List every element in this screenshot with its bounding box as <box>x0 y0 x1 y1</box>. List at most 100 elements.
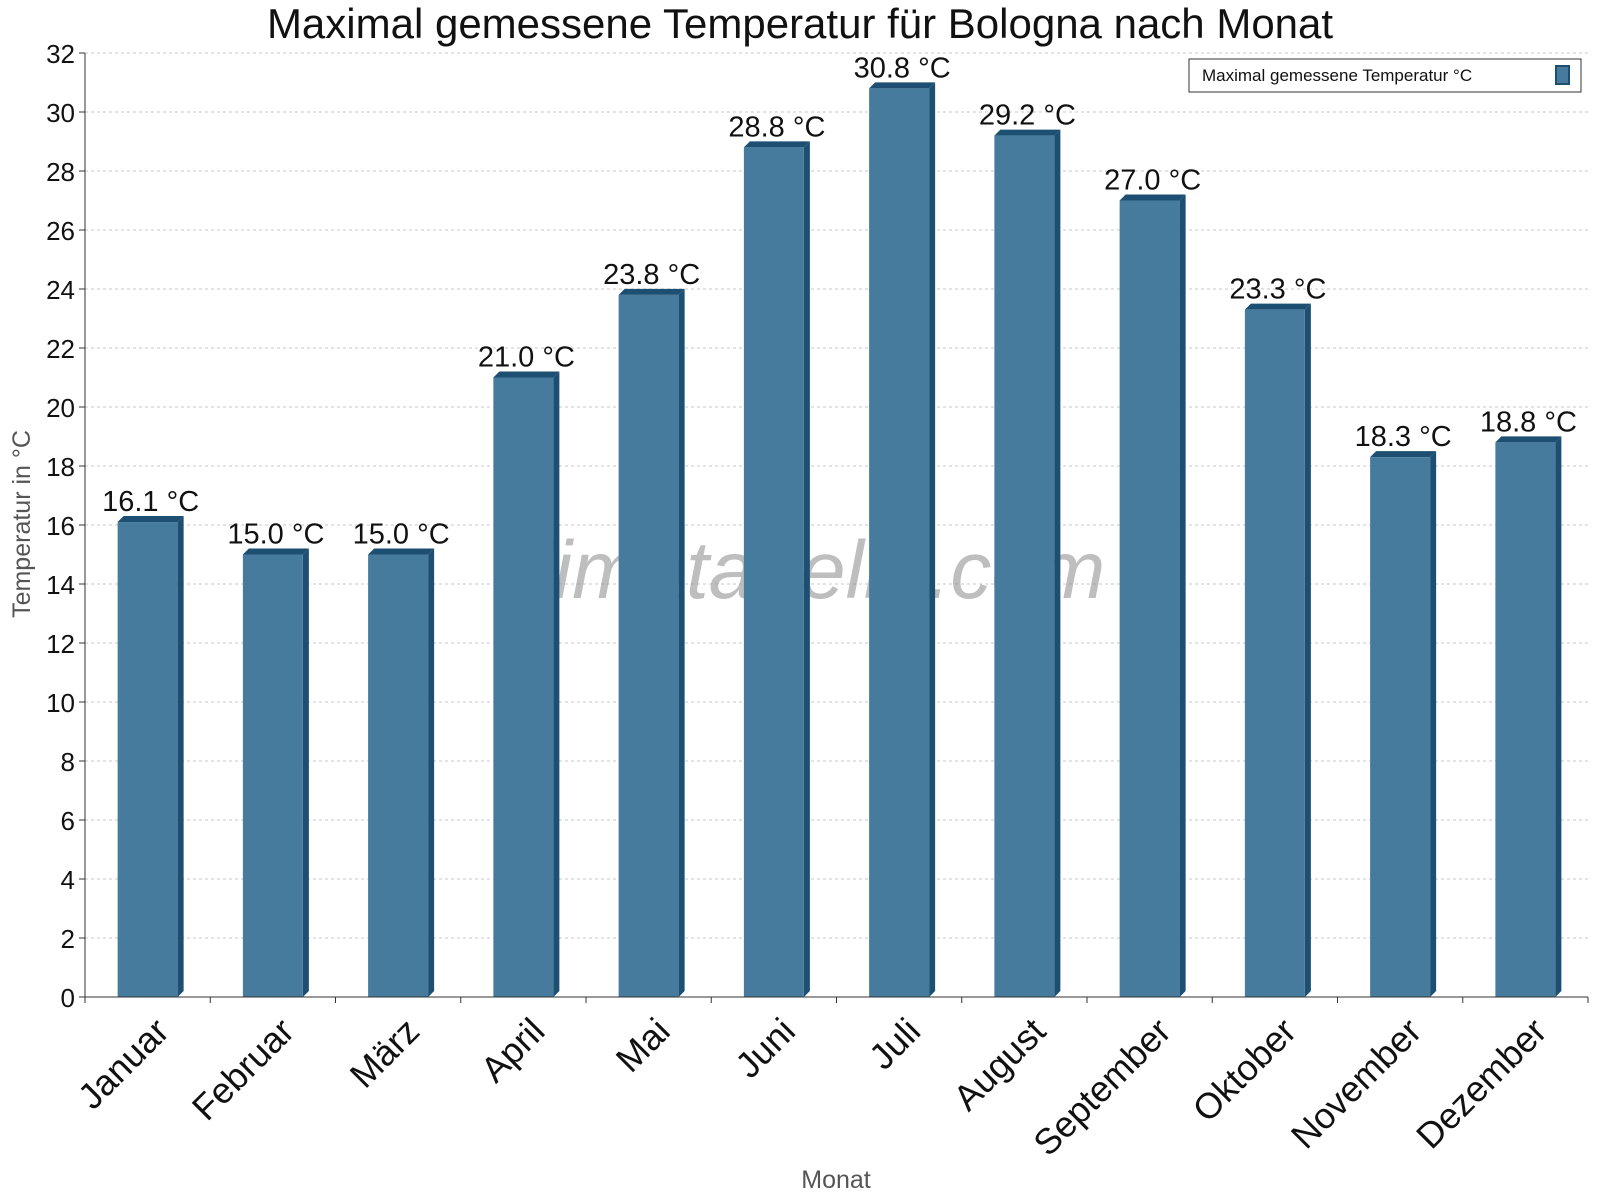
bar-side <box>428 548 435 997</box>
x-tick-label: September <box>1025 1010 1179 1164</box>
data-label: 23.8 °C <box>603 259 700 291</box>
bar-top <box>368 548 435 555</box>
bar-front <box>994 135 1055 998</box>
y-tick-label: 10 <box>46 688 75 718</box>
data-label: 28.8 °C <box>728 111 825 143</box>
bar-front <box>618 294 679 997</box>
bar-top <box>743 141 810 148</box>
bar-april <box>493 371 560 997</box>
bar-juli <box>869 82 936 997</box>
x-tick-label: August <box>945 1010 1053 1118</box>
legend-label: Maximal gemessene Temperatur °C <box>1202 66 1472 85</box>
data-label: 18.3 °C <box>1355 421 1452 453</box>
bar-front <box>1119 200 1180 997</box>
data-label: 27.0 °C <box>1104 165 1201 197</box>
bar-front <box>368 554 429 997</box>
x-tick-label: März <box>342 1010 428 1096</box>
bar-side <box>302 548 309 997</box>
gridlines <box>85 52 1588 939</box>
y-tick-label: 8 <box>61 747 75 777</box>
bar-top <box>869 82 936 89</box>
x-tick-label: April <box>472 1010 552 1090</box>
bar-side <box>803 141 810 997</box>
data-label: 15.0 °C <box>227 519 324 551</box>
x-tick-label: Juli <box>861 1010 928 1077</box>
data-label: 29.2 °C <box>979 100 1076 132</box>
data-label: 21.0 °C <box>478 342 575 374</box>
y-tick-label: 30 <box>46 98 75 128</box>
y-tick-label: 32 <box>46 39 75 69</box>
bar-front <box>1495 442 1556 997</box>
bar-top <box>1119 194 1186 201</box>
bar-front <box>242 554 303 997</box>
legend-swatch <box>1555 65 1570 85</box>
bar-november <box>1370 451 1437 997</box>
y-tick-label: 0 <box>61 983 75 1013</box>
bar-side <box>1430 451 1437 997</box>
y-tick-label: 22 <box>46 334 75 364</box>
y-tick-label: 24 <box>46 275 75 305</box>
bar-august <box>994 129 1061 998</box>
bar-side <box>678 288 685 997</box>
bars <box>117 82 1562 998</box>
bar-januar <box>117 516 184 997</box>
data-label: 23.3 °C <box>1229 274 1326 306</box>
legend: Maximal gemessene Temperatur °C <box>1188 58 1582 93</box>
x-axis-title: Monat <box>801 1166 871 1194</box>
y-tick-label: 2 <box>61 924 75 954</box>
y-tick-label: 20 <box>46 393 75 423</box>
y-tick-label: 16 <box>46 511 75 541</box>
bar-oktober <box>1244 303 1311 997</box>
bar-side <box>1179 194 1186 997</box>
bar-februar <box>242 548 309 997</box>
x-tick-label: Dezember <box>1408 1010 1554 1156</box>
y-tick-label: 14 <box>46 570 75 600</box>
y-tick-label: 26 <box>46 216 75 246</box>
x-tick-label: November <box>1283 1010 1429 1156</box>
x-tick-label: Mai <box>608 1010 678 1080</box>
bar-side <box>1555 436 1562 997</box>
y-tick-label: 4 <box>61 865 75 895</box>
bar-front <box>743 147 804 997</box>
data-label: 30.8 °C <box>854 52 951 84</box>
data-label: 16.1 °C <box>102 486 199 518</box>
bar-top <box>994 129 1061 136</box>
bar-mai <box>618 288 685 997</box>
y-tick-label: 12 <box>46 629 75 659</box>
bar-top <box>493 371 560 378</box>
bar-juni <box>743 141 810 997</box>
bar-dezember <box>1495 436 1562 997</box>
bar-front <box>1244 309 1305 997</box>
bar-side <box>553 371 560 997</box>
legend-box <box>1188 58 1582 93</box>
bar-top <box>1495 436 1562 443</box>
bar-front <box>1370 457 1431 997</box>
bar-front <box>869 88 930 997</box>
y-tick-label: 18 <box>46 452 75 482</box>
y-tick-label: 6 <box>61 806 75 836</box>
bar-top <box>1370 451 1437 458</box>
y-tick-label: 28 <box>46 157 75 187</box>
x-tick-label: Februar <box>184 1010 302 1128</box>
bar-side <box>929 82 936 997</box>
data-label: 15.0 °C <box>353 519 450 551</box>
bar-side <box>1054 129 1061 998</box>
x-tick-label: Januar <box>70 1010 177 1117</box>
data-label: 18.8 °C <box>1480 406 1577 438</box>
bar-side <box>1304 303 1311 997</box>
y-axis-title: Temperatur in °C <box>8 430 36 618</box>
bar-front <box>493 377 554 997</box>
bar-front <box>117 522 178 997</box>
x-tick-label: Juni <box>727 1010 803 1086</box>
bar-märz <box>368 548 435 997</box>
bar-top <box>618 288 685 295</box>
bar-top <box>117 516 184 523</box>
x-tick-label: Oktober <box>1184 1010 1304 1130</box>
chart-title: Maximal gemessene Temperatur für Bologna… <box>267 0 1333 47</box>
bar-side <box>177 516 184 997</box>
bar-top <box>1244 303 1311 310</box>
bar-september <box>1119 194 1186 997</box>
